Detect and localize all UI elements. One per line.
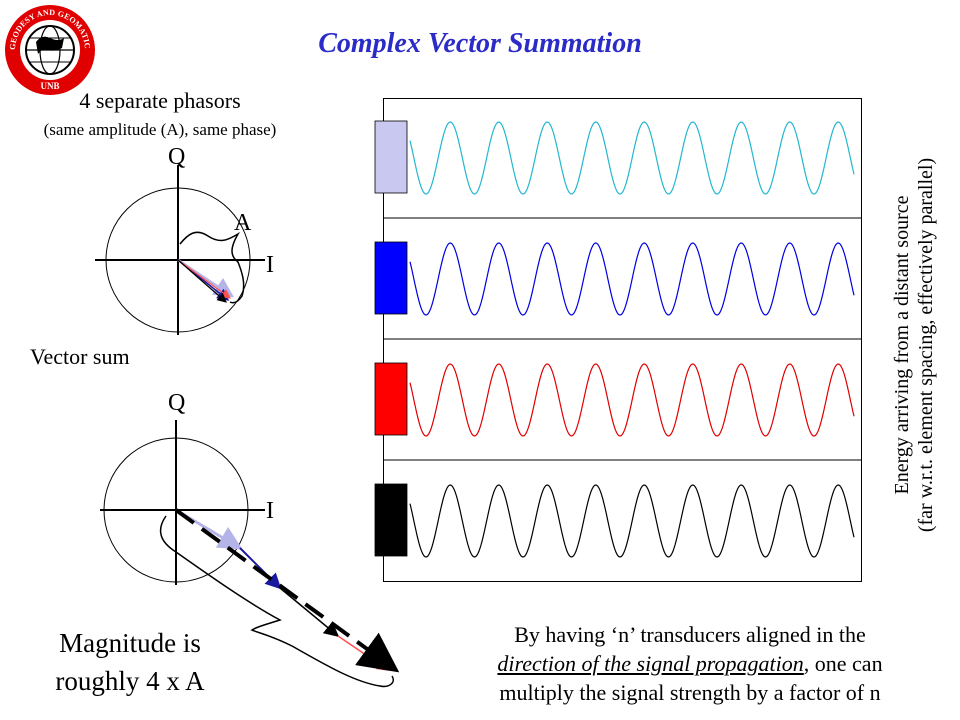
q-axis-label: Q xyxy=(168,390,185,416)
side-note: Energy arriving from a distant source (f… xyxy=(884,110,944,580)
panel-border xyxy=(383,98,862,582)
transducer-1 xyxy=(374,120,408,194)
i-axis-label: I xyxy=(266,252,274,278)
caption-line-3: multiply the signal strength by a factor… xyxy=(499,680,881,705)
q-axis-label: Q xyxy=(168,144,185,170)
transducer-3 xyxy=(374,362,408,436)
unb-logo: GEODESY AND GEOMATICS ENGINEERING UNB xyxy=(0,0,95,95)
resultant-vector xyxy=(174,508,400,673)
vector-sum-heading: Vector sum xyxy=(30,344,130,369)
signal-wave-4 xyxy=(409,484,855,558)
transducer-array-panel xyxy=(374,98,862,582)
sum-phasor-4 xyxy=(337,635,390,671)
amplitude-label: A xyxy=(234,210,252,236)
side-note-line-1: Energy arriving from a distant source xyxy=(891,195,913,495)
magnitude-line-1: Magnitude is xyxy=(59,628,201,658)
caption: By having ‘n’ transducers aligned in the… xyxy=(430,620,950,707)
caption-line-2-rest: , one can xyxy=(803,651,883,676)
transducer-2 xyxy=(374,241,408,315)
sum-phasor-2 xyxy=(239,547,282,590)
caption-emphasis: direction of the signal propagation xyxy=(497,651,804,676)
side-note-line-2: (far w.r.t. element spacing, effectively… xyxy=(915,157,937,533)
magnitude-label: Magnitude is roughly 4 x A xyxy=(20,624,240,700)
logo-bottom-text: UNB xyxy=(40,81,59,91)
caption-line-1: By having ‘n’ transducers aligned in the xyxy=(514,622,866,647)
page-title: Complex Vector Summation xyxy=(318,28,642,59)
signal-wave-2 xyxy=(409,242,855,316)
magnitude-line-2: roughly 4 x A xyxy=(55,666,205,696)
phasor-3 xyxy=(177,259,231,299)
phasor-4 xyxy=(177,259,227,303)
transducer-4 xyxy=(374,483,408,557)
vector-sum-diagram: Q I xyxy=(100,390,400,688)
sum-phasor-3 xyxy=(279,587,340,637)
magnitude-brace xyxy=(159,515,394,688)
signal-wave-1 xyxy=(409,121,855,195)
separate-phasors-subheading: (same amplitude (A), same phase) xyxy=(43,120,277,139)
signal-wave-3 xyxy=(409,363,855,437)
separate-phasor-diagram: Q I A xyxy=(95,144,274,335)
separate-phasors-heading: 4 separate phasors xyxy=(79,88,241,113)
amplitude-brace xyxy=(179,231,245,304)
i-axis-label: I xyxy=(266,498,274,524)
